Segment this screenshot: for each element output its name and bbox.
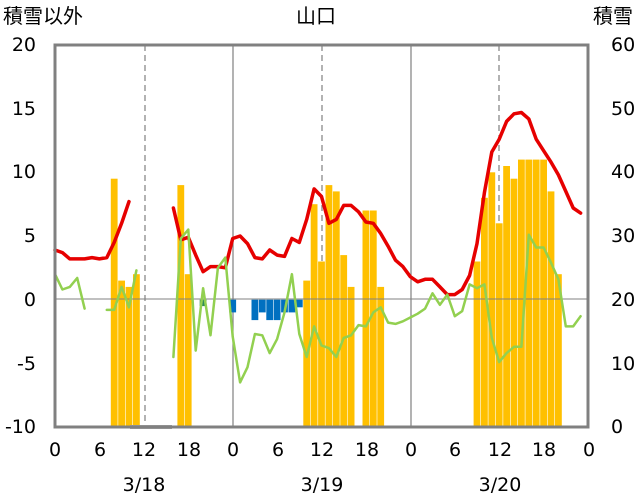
orange-bar — [510, 178, 518, 427]
orange-bar — [525, 159, 533, 427]
x-tick-label: 12 — [488, 439, 512, 461]
left-axis-label: 積雪以外 — [3, 4, 83, 28]
x-tick-label: 18 — [355, 439, 379, 461]
orange-bar — [488, 172, 496, 427]
x-tick-label: 0 — [405, 439, 417, 461]
orange-bar — [118, 280, 125, 427]
date-label: 3/20 — [479, 474, 522, 496]
green-line-segment — [172, 228, 582, 384]
right-tick-label: 50 — [611, 98, 635, 120]
right-axis-label: 積雪 — [593, 4, 633, 28]
orange-bar — [369, 210, 377, 427]
x-tick-label: 12 — [132, 439, 156, 461]
date-labels: 3/18 3/19 3/20 — [123, 474, 522, 496]
right-tick-label: 40 — [611, 161, 635, 183]
x-tick-label: 12 — [310, 439, 334, 461]
red-line-segment — [171, 110, 583, 297]
orange-bar — [347, 286, 355, 427]
orange-bar — [177, 185, 185, 427]
green-line-segment — [105, 269, 138, 312]
orange-bar — [362, 210, 370, 427]
blue-bar — [273, 299, 281, 321]
orange-bar — [125, 286, 133, 427]
date-label: 3/18 — [123, 474, 166, 496]
right-tick-label: 20 — [611, 289, 635, 311]
orange-bar — [133, 274, 140, 427]
orange-bar — [503, 166, 510, 427]
orange-bar — [332, 191, 340, 427]
blue-bar — [229, 299, 237, 313]
left-tick-label: -5 — [17, 353, 36, 375]
orange-bar — [310, 204, 318, 427]
plot-frame — [53, 43, 590, 429]
blue-bar — [258, 299, 266, 313]
left-tick-label: 20 — [12, 34, 36, 56]
x-tick-label: 6 — [449, 439, 461, 461]
orange-bar — [184, 274, 192, 427]
x-tick-label: 18 — [177, 439, 201, 461]
left-axis-ticks: 20 15 10 5 0 -5 -10 — [5, 34, 36, 438]
right-tick-label: 10 — [611, 353, 635, 375]
right-tick-label: 0 — [611, 416, 623, 438]
right-axis-ticks: 60 50 40 30 20 10 0 — [611, 34, 635, 438]
orange-bar — [325, 185, 333, 427]
blue-bar — [295, 299, 303, 308]
orange-bar — [110, 178, 118, 427]
lines-layer — [53, 110, 583, 384]
x-axis-ticks: 0 6 12 18 0 6 12 18 0 6 12 18 0 — [49, 439, 595, 461]
x-tick-label: 0 — [227, 439, 239, 461]
left-tick-label: -10 — [5, 416, 36, 438]
teal-bar — [199, 299, 207, 307]
orange-bar — [555, 274, 562, 427]
left-tick-label: 15 — [12, 98, 36, 120]
orange-bar — [495, 223, 503, 427]
left-tick-label: 10 — [12, 161, 36, 183]
blue-bar — [288, 299, 296, 313]
orange-bar — [532, 159, 540, 427]
green-line-segment — [53, 272, 86, 310]
orange-bar — [481, 197, 488, 427]
orange-bar — [547, 191, 555, 427]
date-label: 3/19 — [301, 474, 344, 496]
right-tick-label: 30 — [611, 225, 635, 247]
orange-bar — [540, 159, 547, 427]
chart-title: 山口 — [296, 4, 336, 28]
x-tick-label: 0 — [49, 439, 61, 461]
right-tick-label: 60 — [611, 34, 635, 56]
x-tick-label: 18 — [532, 439, 556, 461]
left-tick-label: 0 — [24, 289, 36, 311]
blue-bar — [251, 299, 259, 321]
left-tick-label: 5 — [24, 225, 36, 247]
red-line-segment — [53, 199, 131, 261]
bars-layer — [110, 159, 562, 427]
orange-bar — [377, 286, 385, 427]
blue-bar — [266, 299, 274, 321]
x-tick-label: 6 — [272, 439, 284, 461]
orange-bar — [518, 159, 525, 427]
x-tick-label: 0 — [583, 439, 595, 461]
orange-bar — [473, 261, 481, 427]
x-tick-label: 6 — [94, 439, 106, 461]
